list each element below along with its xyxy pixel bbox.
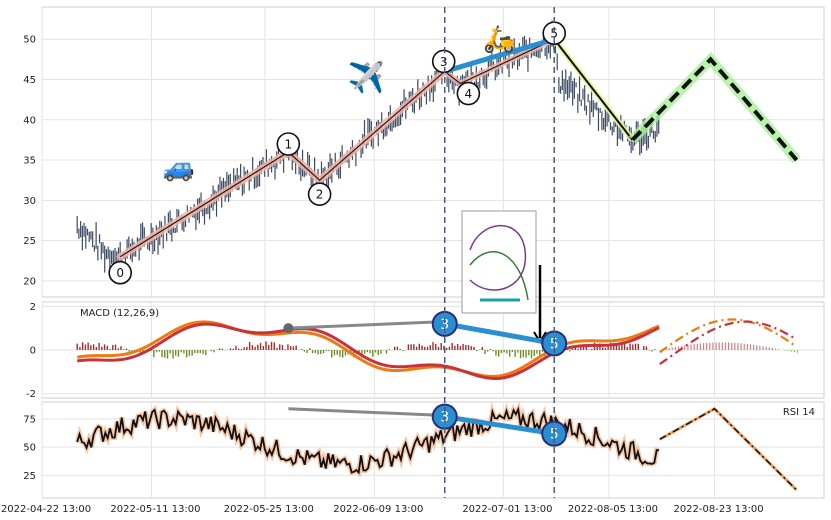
projection-dashed	[630, 56, 799, 162]
inset-thumbnail	[461, 210, 537, 314]
x-tick-label: 2022-08-05 13:00	[568, 504, 658, 515]
scooter-icon: 🛵	[483, 24, 515, 54]
rsi-divergence-label: 5	[550, 427, 559, 443]
rsi-divergence-line	[444, 414, 555, 437]
y-tick-label: 25	[23, 471, 36, 482]
macd-gray-line	[288, 320, 445, 330]
y-tick-label: 2	[30, 302, 36, 313]
wave-label: 5	[550, 27, 558, 41]
y-tick-label: 45	[23, 75, 36, 86]
macd-divergence-label: 3	[440, 317, 449, 333]
x-tick-label: 2022-07-01 13:00	[462, 504, 552, 515]
signal-projection	[659, 320, 797, 365]
inset-curve	[469, 224, 527, 291]
x-tick-label: 2022-04-22 13:00	[1, 504, 91, 515]
rsi-label: RSI 14	[783, 407, 815, 418]
projection-solid	[553, 38, 634, 141]
rsi-gray-line	[288, 407, 445, 418]
wave-label: 3	[440, 55, 448, 69]
y-tick-label: -2	[26, 389, 36, 400]
y-tick-label: 0	[30, 346, 36, 357]
y-tick-label: 50	[23, 35, 36, 46]
panel-price	[41, 6, 825, 298]
macd-divergence-label: 5	[550, 336, 559, 352]
x-tick-label: 2022-05-11 13:00	[110, 504, 200, 515]
wave-label: 1	[285, 138, 293, 152]
car-icon: 🚙	[163, 153, 195, 183]
wave-label-circle	[456, 81, 481, 106]
macd-divergence-line	[444, 321, 555, 346]
macd-label: MACD (12,26,9)	[80, 308, 159, 319]
wave-line-0-3	[119, 70, 446, 258]
y-tick-label: 35	[23, 156, 36, 167]
wave-label: 0	[116, 266, 124, 280]
x-tick-label: 2022-08-23 13:00	[673, 504, 763, 515]
y-tick-label: 50	[23, 443, 36, 454]
wave-label-circle	[276, 132, 301, 156]
y-tick-label: 25	[23, 236, 36, 247]
wave-label-circle	[108, 260, 132, 285]
wave-label: 2	[316, 188, 324, 202]
y-tick-label: 75	[23, 414, 36, 425]
blue-wave-3-5	[444, 36, 555, 74]
wave-label-circle	[307, 182, 332, 206]
y-tick-label: 20	[23, 276, 36, 287]
airplane-icon: ✈️	[348, 59, 385, 96]
x-tick-label: 2022-06-09 13:00	[333, 504, 423, 515]
inset-curve	[469, 251, 529, 301]
wave-line-3-5	[444, 38, 555, 85]
wave-label: 4	[465, 87, 473, 101]
wave-label-circle	[431, 49, 456, 74]
x-tick-label: 2022-05-25 13:00	[224, 504, 314, 515]
macd-gray-dot	[283, 323, 294, 334]
rsi-projection	[659, 407, 798, 491]
y-tick-label: 30	[23, 196, 36, 207]
macd-projection	[659, 318, 797, 354]
y-tick-label: 40	[23, 115, 36, 126]
